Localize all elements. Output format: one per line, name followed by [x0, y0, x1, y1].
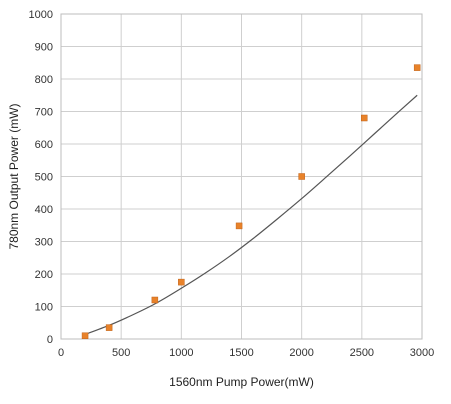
y-axis-ticks: 0 100 200 300 400 500 600 700 800 900 1000 — [29, 9, 53, 346]
data-point-marker — [178, 278, 185, 286]
x-tick-label: 500 — [112, 347, 130, 359]
y-tick-label: 200 — [35, 269, 53, 281]
plot-area — [60, 13, 423, 340]
x-tick-label: 3000 — [410, 347, 434, 359]
data-points — [81, 64, 421, 339]
data-point-marker — [413, 64, 421, 71]
y-tick-label: 400 — [35, 204, 53, 216]
x-tick-label: 2500 — [350, 347, 374, 359]
x-tick-label: 1500 — [229, 347, 253, 359]
data-point-marker — [360, 114, 368, 122]
y-tick-label: 100 — [35, 302, 53, 314]
x-tick-label: 0 — [58, 347, 64, 359]
x-axis-ticks: 0 500 1000 1500 2000 2500 3000 — [58, 347, 434, 359]
data-point-marker — [298, 173, 305, 180]
fit-lines — [84, 94, 418, 336]
y-tick-label: 0 — [47, 334, 53, 346]
data-point-marker — [105, 324, 113, 331]
grid — [60, 13, 423, 340]
y-tick-label: 300 — [35, 237, 53, 249]
x-axis-label: 1560nm Pump Power(mW) — [169, 375, 314, 389]
y-tick-label: 600 — [35, 139, 53, 151]
y-tick-label: 900 — [35, 42, 53, 54]
x-tick-label: 1000 — [169, 347, 193, 359]
data-point-marker — [235, 222, 243, 230]
x-tick-label: 2000 — [289, 347, 313, 359]
y-tick-label: 800 — [35, 74, 53, 86]
data-point-marker — [151, 296, 159, 304]
y-tick-label: 500 — [35, 172, 53, 184]
y-axis-label: 780nm Output Power (mW) — [7, 103, 21, 249]
data-point-marker — [81, 332, 89, 339]
trend-line — [84, 94, 418, 336]
y-tick-label: 1000 — [29, 9, 53, 21]
y-tick-label: 700 — [35, 107, 53, 119]
